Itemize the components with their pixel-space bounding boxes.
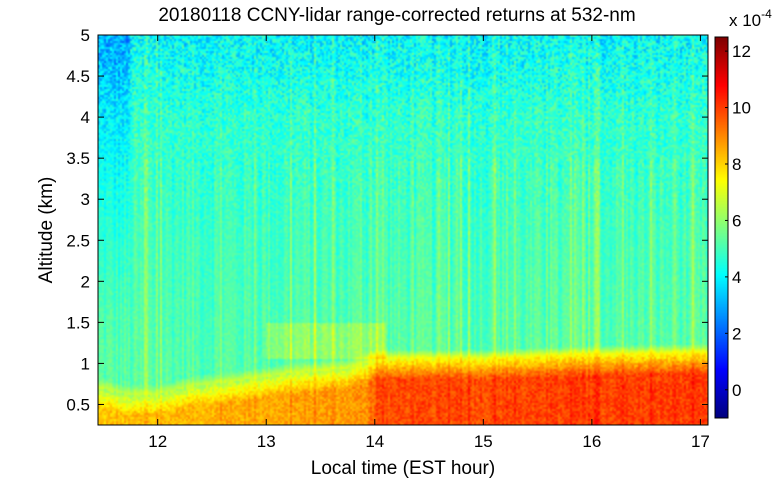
x-tick-label: 14 <box>365 432 384 451</box>
colorbar-tick-label: 2 <box>732 324 741 343</box>
y-tick-label: 3.5 <box>66 149 90 168</box>
y-tick-label: 2.5 <box>66 231 90 250</box>
x-axis: 12 13 14 15 16 17 <box>148 35 710 451</box>
y-tick-label: 0.5 <box>66 395 90 414</box>
x-tick-label: 13 <box>257 432 276 451</box>
y-tick-label: 2 <box>81 272 90 291</box>
colorbar-tick-label: 6 <box>732 211 741 230</box>
y-tick-label: 4 <box>81 108 90 127</box>
colorbar-multiplier: x 10-4 <box>729 7 772 30</box>
x-tick-label: 12 <box>148 432 167 451</box>
colorbar-tick-label: 4 <box>732 268 741 287</box>
plot-frame <box>97 34 709 426</box>
y-tick-label: 3 <box>81 190 90 209</box>
y-tick-label: 1 <box>81 354 90 373</box>
plot-area <box>97 34 709 426</box>
x-tick-label: 15 <box>474 432 493 451</box>
x-axis-label: Local time (EST hour) <box>311 458 495 479</box>
colorbar-gradient <box>715 37 728 418</box>
y-tick-label: 4.5 <box>66 67 90 86</box>
colorbar-tick-label: 0 <box>732 381 741 400</box>
y-axis-label: Altitude (km) <box>36 177 57 284</box>
colorbar-tick-label: 10 <box>732 99 751 118</box>
colorbar: 0 2 4 6 8 10 12 x 10-4 <box>714 7 772 419</box>
y-tick-label: 5 <box>81 26 90 45</box>
y-tick-label: 1.5 <box>66 313 90 332</box>
colorbar-frame <box>714 36 729 419</box>
colorbar-tick-label: 12 <box>732 42 751 61</box>
x-tick-label: 16 <box>582 432 601 451</box>
y-axis: 0.5 1 1.5 2 2.5 3 3.5 4 4.5 5 <box>66 26 708 414</box>
colorbar-tick-label: 8 <box>732 155 741 174</box>
chart-title: 20180118 CCNY-lidar range-corrected retu… <box>158 5 635 26</box>
x-tick-label: 17 <box>691 432 710 451</box>
heatmap-image <box>98 35 708 425</box>
